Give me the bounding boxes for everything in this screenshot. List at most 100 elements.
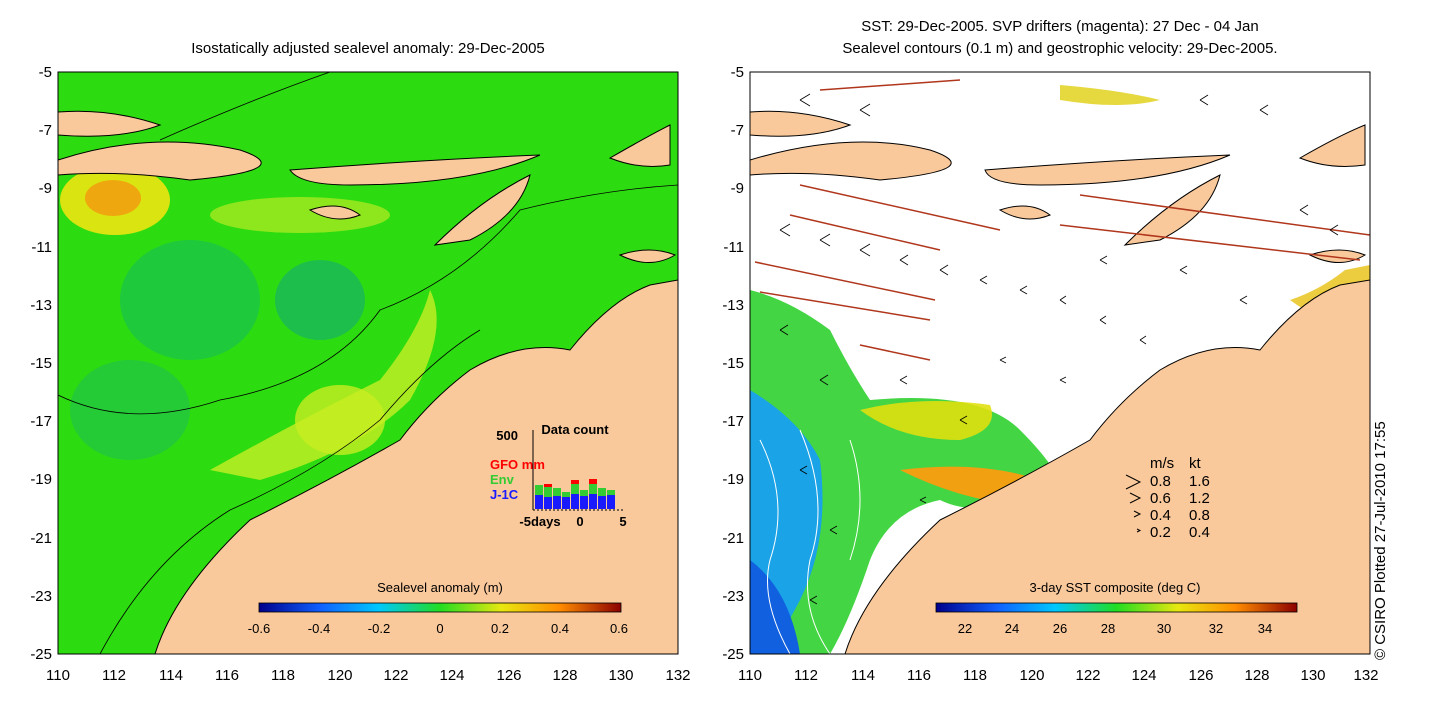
bar-gfo [544,484,552,487]
bar-env [580,490,588,496]
x-tick-label: 116 [215,667,239,684]
x-tick-label: 128 [552,667,577,684]
bar-env [562,492,570,497]
x-tick-label: 120 [1019,667,1044,684]
y-tick-label: -21 [722,530,744,547]
y-tick-label: -17 [30,413,52,430]
y-tick-label: -7 [39,122,52,139]
colorbar-tick: -0.2 [368,621,390,636]
x-tick-label: 110 [738,667,762,684]
drifter-track [799,184,1001,231]
contour-line [99,329,481,654]
colorbar-tick: 30 [1157,621,1171,636]
y-tick-label: -19 [722,471,744,488]
legend-j1c: J-1C [490,487,519,502]
left-x-axis: 110 112 114 116 118 120 122 124 126 128 … [46,667,690,684]
left-map-frame [57,71,679,655]
left-map [58,72,678,654]
legend-ms: 0.4 [1150,507,1171,524]
x-tick-label: 114 [851,667,875,684]
y-tick-label: -19 [30,471,52,488]
y-tick-label: -23 [30,588,52,605]
bar-env [535,485,543,495]
drifter-tracks [754,79,1370,361]
right-y-axis: -5 -7 -9 -11 -13 -15 -17 -19 -21 -23 -25 [722,64,744,663]
arrow-0.8-icon [1125,474,1142,490]
bar-j1c [571,494,579,509]
bar-j1c [598,496,606,509]
velocity-arrow [799,465,808,475]
velocity-arrow [1199,94,1209,106]
velocity-arrow [979,275,988,285]
x-tick-label: 130 [1300,667,1325,684]
bar-j1c [580,496,588,509]
velocity-arrow [859,243,871,257]
anomaly-low-blob [70,360,190,460]
sst-field-warm [1060,85,1160,105]
land-island [1298,124,1366,167]
anomaly-peak-blob [85,180,141,216]
drifter-track [859,344,931,361]
contour-line [759,439,791,654]
bar-j1c [553,496,561,509]
inset-xtick: -5days [519,514,560,529]
sst-field-warm [860,401,992,440]
y-tick-label: -9 [731,180,744,197]
x-tick-label: 132 [665,667,690,684]
land-island [608,124,671,167]
y-tick-label: -17 [722,413,744,430]
colorbar-tick: 0.4 [551,621,569,636]
legend-gfo: GFO mm [490,457,545,472]
inset-xtick: 5 [619,514,626,529]
data-count-ymax: 500 [496,428,518,443]
x-tick-label: 110 [46,667,70,684]
x-tick-label: 126 [1188,667,1213,684]
bar-j1c [544,497,552,509]
colorbar-tick: 34 [1258,621,1272,636]
right-map [750,72,1370,654]
arrow-0.6-icon [1129,492,1142,504]
velocity-arrow [829,525,838,535]
velocity-field [779,93,1339,605]
x-tick-label: 112 [102,667,126,684]
bar-env [607,490,615,495]
bar-j1c [562,497,570,509]
left-y-axis: -5 -7 -9 -11 -13 -15 -17 -19 -21 -23 -25 [30,64,52,663]
colorbar-gradient [935,602,1298,613]
y-tick-label: -11 [723,239,744,256]
bar-j1c [589,494,597,509]
velocity-legend: m/s kt 0.8 1.6 0.6 1.2 0.4 0.8 0.2 0.4 [1125,455,1210,541]
y-tick-label: -25 [722,646,744,663]
bar-env [553,488,561,496]
velocity-arrow [899,254,909,266]
y-tick-label: -11 [31,239,52,256]
x-tick-label: 122 [1075,667,1100,684]
x-tick-label: 120 [327,667,352,684]
legend-ms: 0.6 [1150,490,1171,507]
land-island [998,205,1052,220]
colorbar-tick: -0.4 [308,621,330,636]
data-count-title: Data count [541,422,609,437]
velocity-arrow [1059,295,1067,305]
velocity-arrow [1239,295,1248,305]
drifter-track [759,291,931,321]
x-tick-label: 112 [794,667,818,684]
velocity-arrow [1139,335,1147,345]
colorbar-tick: 24 [1005,621,1019,636]
drifter-track [754,261,936,301]
colorbar-label: Sealevel anomaly (m) [377,580,503,595]
right-colorbar: 3-day SST composite (deg C) 22 24 26 28 … [935,580,1298,636]
colorbar-tick: 32 [1209,621,1223,636]
drifter-track [819,79,961,91]
velocity-arrow [799,93,811,107]
y-tick-label: -15 [722,355,744,372]
drifter-track [1059,224,1361,261]
inset-xtick: 0 [576,514,583,529]
data-count-bars [535,479,615,509]
velocity-arrow [819,233,831,247]
y-tick-label: -7 [731,122,744,139]
velocity-arrow [959,415,968,425]
colorbar-tick: 0.6 [610,621,628,636]
bar-j1c [535,495,543,509]
y-tick-label: -9 [39,180,52,197]
